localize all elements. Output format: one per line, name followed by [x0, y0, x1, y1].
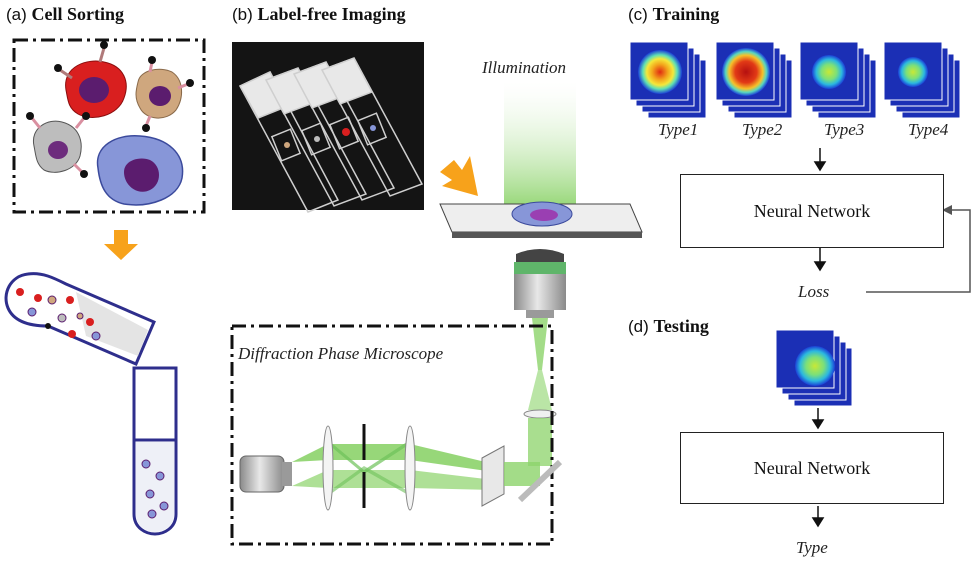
neural-network-box-training: Neural Network	[680, 174, 944, 248]
dpm-dashed-box	[230, 324, 554, 546]
beam-focus	[528, 370, 552, 410]
type3-stack	[799, 41, 877, 119]
beam-to-mirror	[528, 418, 552, 466]
type-output-label: Type	[796, 538, 828, 557]
cell-gray	[26, 112, 90, 178]
dpm-label: Diffraction Phase Microscope	[238, 344, 444, 363]
type1-label: Type1	[658, 120, 699, 139]
arrow-to-network-d	[811, 408, 825, 430]
panel-c-label: (c) Training	[628, 4, 720, 24]
dpm-beam-upper	[292, 444, 494, 472]
lens-1	[322, 425, 334, 511]
lens-2	[404, 425, 416, 511]
type4-stack	[883, 41, 961, 119]
illumination-label: Illumination	[482, 58, 567, 77]
beam-down	[532, 318, 548, 370]
panel-d-label: (d) Testing	[628, 316, 709, 336]
cell-sorting-dashed-box	[12, 38, 206, 214]
tube-tilted	[4, 272, 156, 366]
beam-horizontal-in	[504, 462, 540, 486]
objective-lens	[514, 249, 566, 318]
type2-label: Type2	[742, 120, 783, 139]
loss-label: Loss	[798, 282, 830, 301]
arrow-to-type	[811, 506, 825, 528]
camera	[239, 455, 292, 493]
neural-network-box-testing: Neural Network	[680, 432, 944, 504]
cell-blue-large	[96, 135, 184, 206]
dpm-beam-lower	[292, 470, 494, 490]
arrow-to-network-c	[813, 148, 827, 172]
glass-slides	[238, 57, 424, 213]
down-arrow-a	[104, 230, 138, 260]
illumination-beam	[504, 82, 576, 206]
type3-label: Type3	[824, 120, 865, 139]
panel-a-label: (a) Cell Sorting	[6, 4, 125, 24]
cell-red	[54, 41, 127, 118]
feedback-arrow	[866, 205, 971, 293]
fold-mirror	[517, 459, 563, 503]
tube-upright	[132, 366, 178, 536]
test-stack	[775, 329, 853, 407]
type4-label: Type4	[908, 120, 949, 139]
type2-stack	[715, 41, 793, 119]
diagonal-arrow-b	[440, 156, 478, 196]
grating	[481, 445, 505, 507]
dpm-beam-cross	[328, 440, 410, 474]
dpm-beam-cross-low	[328, 466, 410, 496]
type1-stack	[629, 41, 707, 119]
panel-b-label: (b) Label-free Imaging	[232, 4, 406, 24]
cell-tan	[135, 56, 194, 132]
arrow-to-loss	[813, 248, 827, 272]
sample-stage	[439, 201, 643, 238]
